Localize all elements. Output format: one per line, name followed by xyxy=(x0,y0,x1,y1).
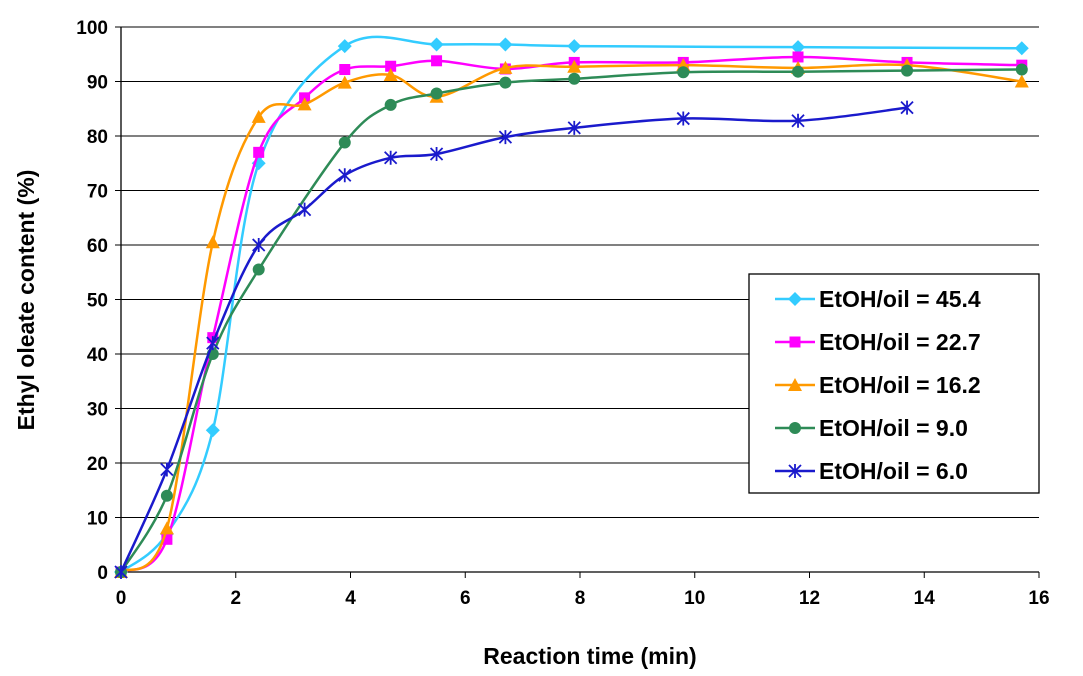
data-point xyxy=(252,238,266,252)
data-point xyxy=(498,130,513,145)
data-point xyxy=(114,565,128,579)
data-point xyxy=(791,113,805,128)
y-tick-label: 60 xyxy=(87,236,108,257)
x-tick-label: 2 xyxy=(230,588,241,609)
data-point xyxy=(159,521,174,535)
data-point xyxy=(1015,63,1028,76)
axes-layer: 0 10 20 30 40 50 60 70 80 90 100 0 2 4 6 8 10 12 14 16 xyxy=(76,18,1049,609)
data-point xyxy=(337,39,352,54)
data-point xyxy=(676,111,690,126)
legend-item: EtOH/oil = 45.4 xyxy=(775,286,981,312)
data-point xyxy=(297,97,312,111)
data-point xyxy=(385,60,397,72)
legend-swatch-marker xyxy=(788,292,802,306)
data-point xyxy=(384,98,397,111)
series-layer xyxy=(114,35,1029,579)
x-tick-label: 4 xyxy=(345,588,356,609)
data-point xyxy=(429,146,444,161)
data-point xyxy=(900,100,914,115)
data-point xyxy=(205,235,220,249)
legend-label: EtOH/oil = 6.0 xyxy=(819,458,968,484)
data-point xyxy=(338,168,352,183)
data-point xyxy=(1014,74,1029,88)
legend-swatch-marker xyxy=(788,378,802,391)
y-tick-label: 80 xyxy=(87,127,108,148)
y-tick-label: 70 xyxy=(87,182,108,203)
data-point xyxy=(253,146,265,158)
data-point xyxy=(431,55,443,67)
data-point xyxy=(337,75,352,89)
x-tick-label: 14 xyxy=(914,588,936,609)
legend-swatch-marker xyxy=(789,336,801,348)
data-point xyxy=(499,76,512,89)
x-tick-label: 0 xyxy=(116,588,127,609)
series-5 xyxy=(114,100,914,579)
legend-item: EtOH/oil = 6.0 xyxy=(775,458,968,484)
data-point xyxy=(338,136,351,149)
data-point xyxy=(251,109,266,123)
data-point xyxy=(206,336,220,351)
data-point xyxy=(297,202,312,217)
data-point xyxy=(430,87,443,100)
y-tick-label: 30 xyxy=(87,400,108,421)
x-tick-label: 16 xyxy=(1028,588,1049,609)
legend-item: EtOH/oil = 9.0 xyxy=(775,415,968,441)
y-tick-label: 50 xyxy=(87,291,108,312)
data-point xyxy=(792,51,804,63)
data-point xyxy=(1014,41,1029,56)
data-point xyxy=(251,156,266,171)
legend-item: EtOH/oil = 22.7 xyxy=(775,329,981,355)
y-tick-label: 90 xyxy=(87,73,108,94)
legend: EtOH/oil = 45.4 EtOH/oil = 22.7 EtOH/oil =… xyxy=(748,273,1040,494)
data-point xyxy=(160,489,173,502)
data-point xyxy=(252,263,265,276)
data-point xyxy=(205,423,220,438)
data-point xyxy=(339,64,351,76)
x-tick-label: 6 xyxy=(460,588,471,609)
data-point xyxy=(429,37,444,52)
y-tick-label: 10 xyxy=(87,509,108,530)
legend-label: EtOH/oil = 45.4 xyxy=(819,286,981,312)
y-tick-label: 100 xyxy=(76,18,108,39)
data-point xyxy=(677,66,690,79)
data-point xyxy=(383,67,398,81)
legend-swatch-marker xyxy=(788,464,802,478)
y-tick-label: 0 xyxy=(97,563,108,584)
data-point xyxy=(498,37,513,52)
data-point xyxy=(498,60,513,74)
y-tick-label: 40 xyxy=(87,345,108,366)
x-axis-title: Reaction time (min) xyxy=(483,643,696,669)
y-axis-title: Ethyl oleate content (%) xyxy=(13,170,39,431)
legend-label: EtOH/oil = 16.2 xyxy=(819,372,981,398)
data-point xyxy=(791,40,806,55)
x-tick-label: 12 xyxy=(799,588,820,609)
legend-label: EtOH/oil = 22.7 xyxy=(819,329,981,355)
legend-item: EtOH/oil = 16.2 xyxy=(775,372,981,398)
data-point xyxy=(901,64,914,77)
data-point xyxy=(567,59,582,73)
data-point xyxy=(792,65,805,78)
data-point xyxy=(568,72,581,85)
data-point xyxy=(160,462,174,477)
data-point xyxy=(161,533,173,545)
data-point xyxy=(567,39,582,54)
series-4 xyxy=(115,63,1028,578)
series-line xyxy=(120,35,1022,574)
x-tick-label: 8 xyxy=(575,588,586,609)
legend-swatch-marker xyxy=(789,422,801,434)
data-point xyxy=(567,120,581,135)
data-point xyxy=(384,150,398,165)
x-tick-label: 10 xyxy=(684,588,705,609)
legend-label: EtOH/oil = 9.0 xyxy=(819,415,968,441)
y-tick-label: 20 xyxy=(87,454,108,475)
